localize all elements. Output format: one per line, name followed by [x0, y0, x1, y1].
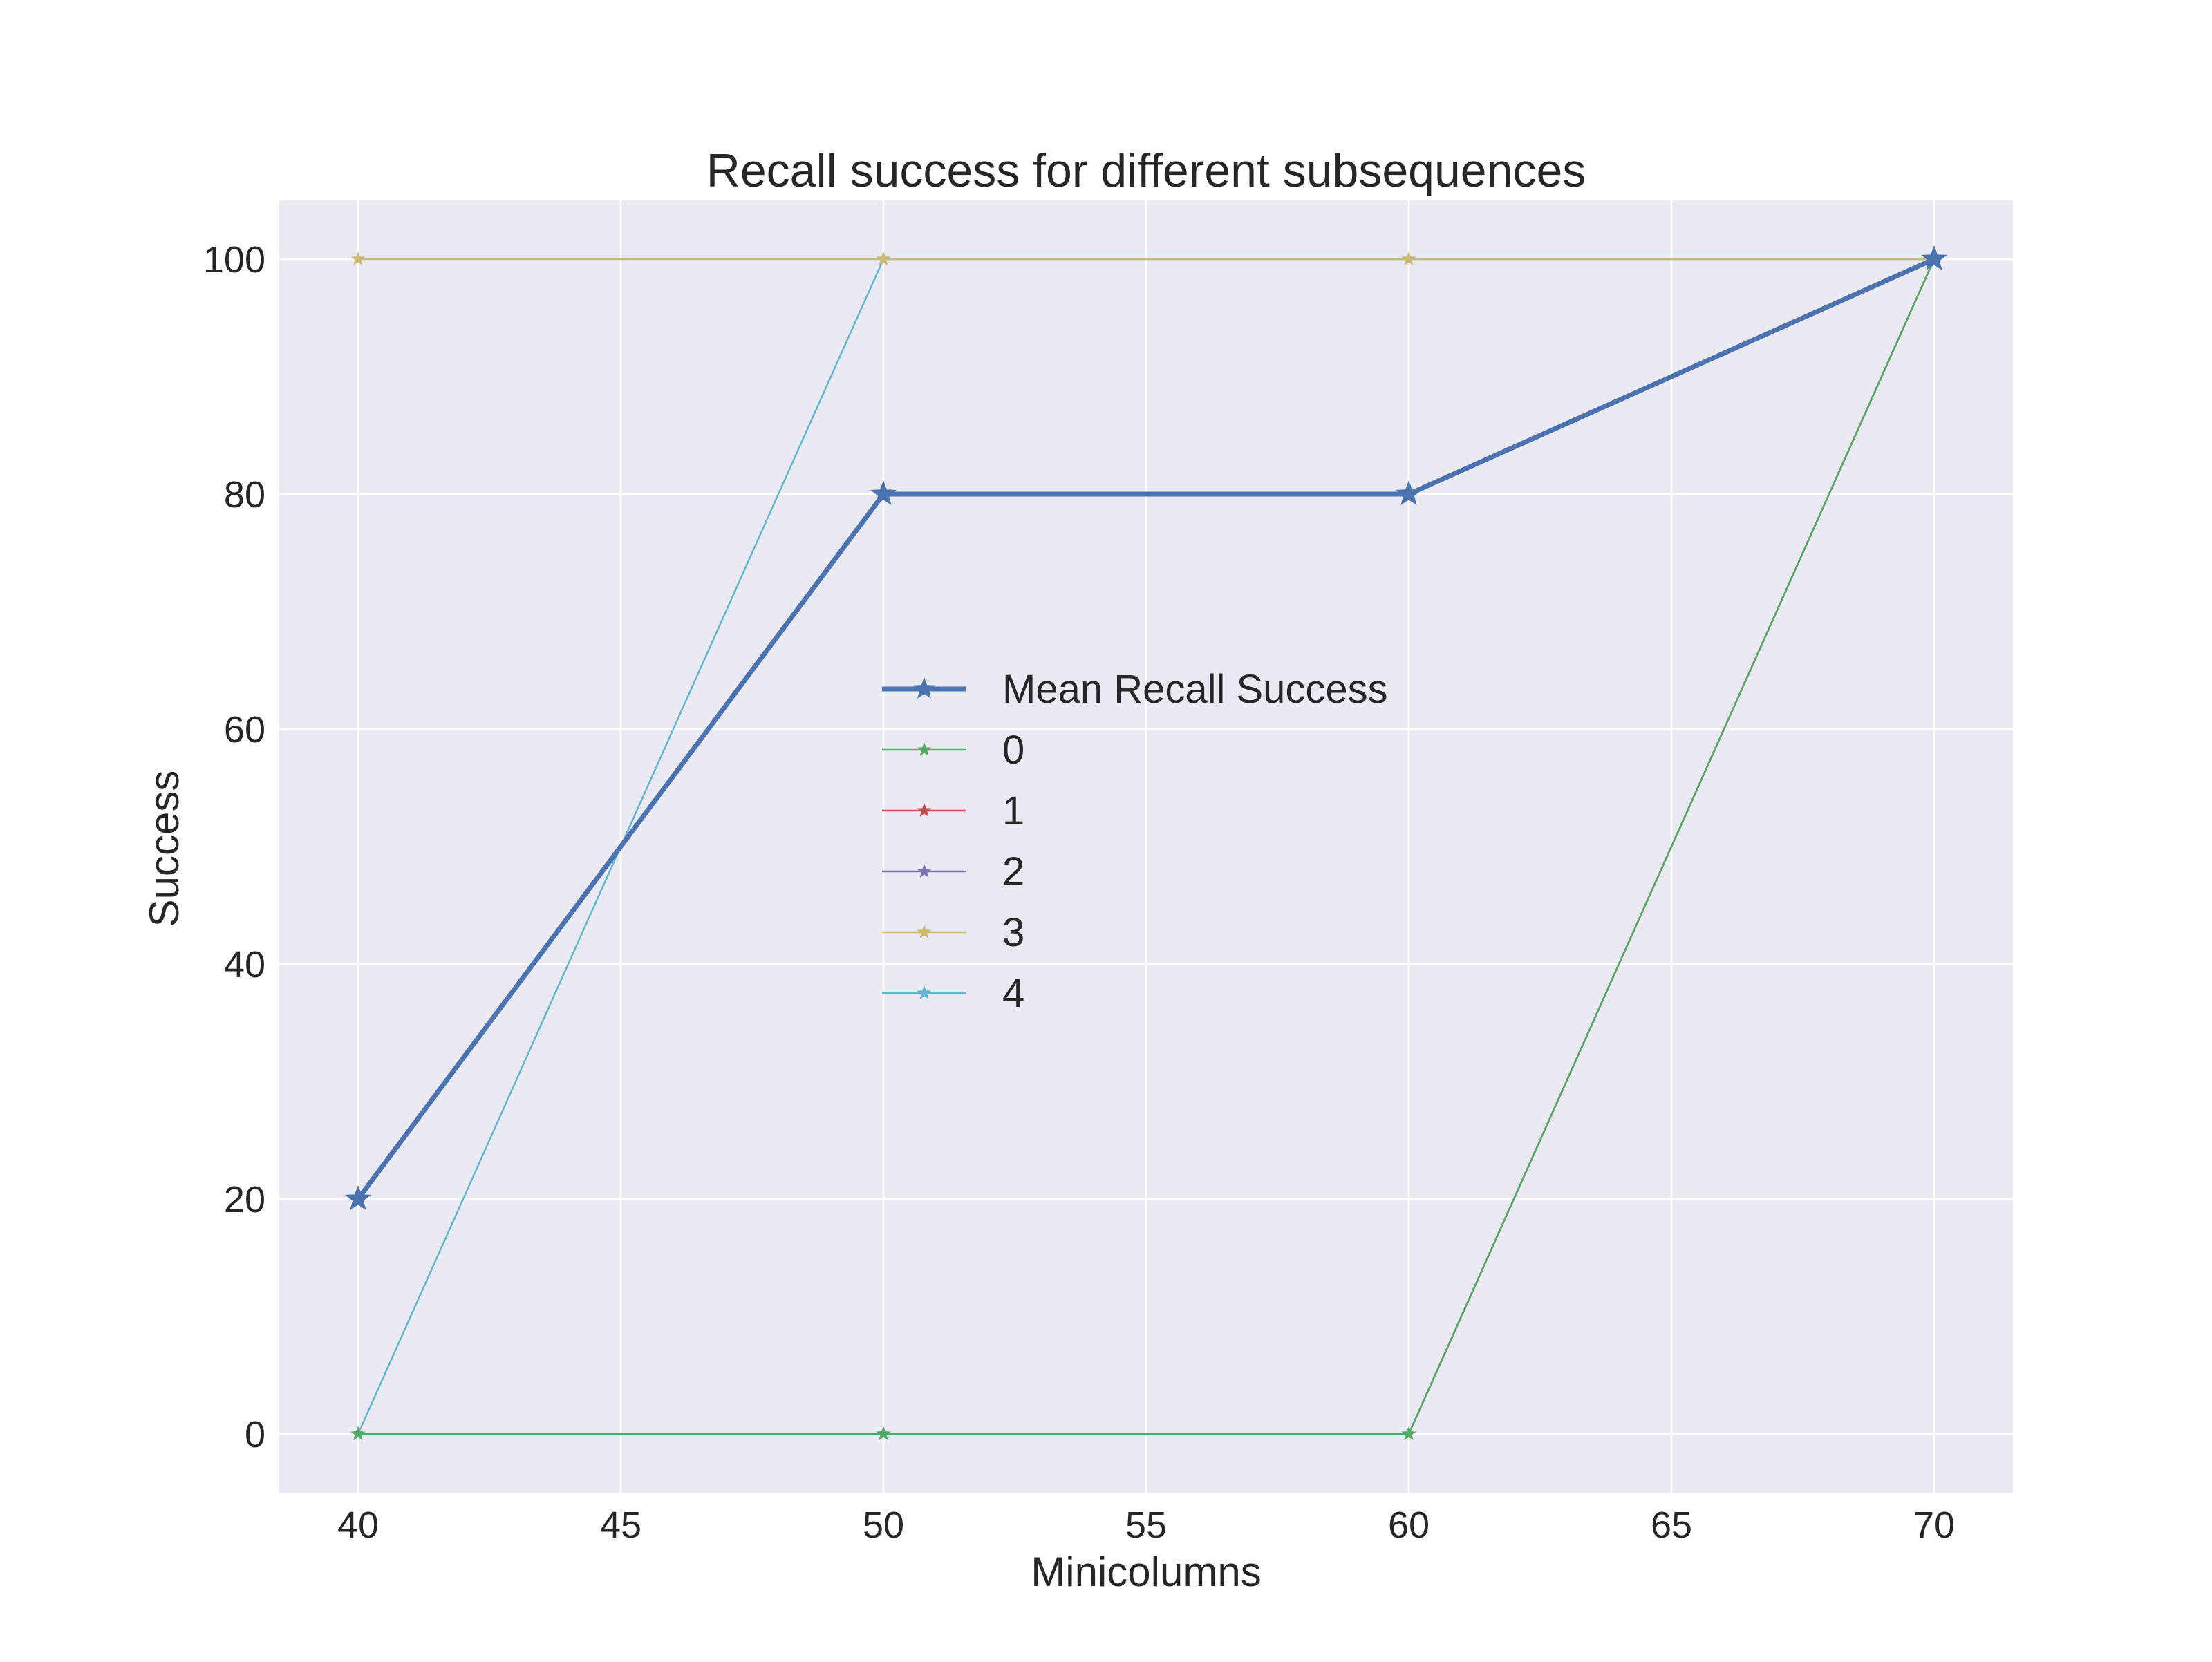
data-point — [1396, 480, 1422, 506]
legend-swatch-marker — [917, 864, 932, 878]
series-line — [356, 256, 1936, 1201]
series-line — [358, 258, 1936, 1435]
y-tick-label: 40 — [224, 944, 265, 985]
data-point — [876, 1426, 891, 1440]
legend-swatch-marker — [917, 925, 932, 938]
data-point — [350, 1426, 366, 1440]
legend-entry: 0 — [882, 728, 1024, 773]
legend: Mean Recall Success 0 1 2 3 4 — [882, 667, 1388, 1016]
data-point — [1401, 252, 1416, 265]
x-tick-label: 40 — [337, 1504, 379, 1546]
x-tick-label: 70 — [1913, 1504, 1955, 1546]
legend-label: 0 — [1002, 728, 1024, 773]
x-axis-label: Minicolumns — [1031, 1549, 1261, 1595]
legend-label: Mean Recall Success — [1002, 667, 1388, 712]
legend-entry: Mean Recall Success — [882, 667, 1388, 712]
legend-label: 2 — [1002, 849, 1024, 894]
chart-title: Recall success for different subsequence… — [706, 144, 1586, 197]
data-point — [350, 252, 366, 265]
data-point — [345, 1185, 371, 1211]
y-tick-label: 0 — [245, 1414, 265, 1455]
series-layer — [345, 245, 1947, 1440]
legend-swatch-marker — [917, 803, 932, 817]
legend-swatch-marker — [912, 677, 936, 699]
y-tick-label: 80 — [224, 474, 265, 516]
legend-entry: 2 — [882, 849, 1024, 894]
x-tick-label: 55 — [1125, 1504, 1167, 1546]
legend-label: 1 — [1002, 788, 1024, 833]
y-tick-label: 100 — [203, 239, 265, 281]
x-tick-label: 60 — [1388, 1504, 1430, 1546]
y-axis-label: Success — [141, 771, 187, 927]
series-mean-recall-success — [345, 245, 1947, 1211]
legend-swatch-marker — [917, 742, 932, 756]
data-point — [1921, 245, 1947, 271]
x-tick-label: 45 — [600, 1504, 641, 1546]
legend-entry: 4 — [882, 971, 1024, 1016]
data-point — [870, 480, 897, 506]
legend-entry: 1 — [882, 788, 1024, 833]
x-tick-label: 50 — [863, 1504, 904, 1546]
legend-label: 3 — [1002, 910, 1024, 955]
data-point — [1401, 1426, 1416, 1440]
legend-entry: 3 — [882, 910, 1024, 955]
y-tick-label: 60 — [224, 709, 265, 750]
legend-swatch-marker — [917, 985, 932, 999]
x-tick-label: 65 — [1651, 1504, 1692, 1546]
y-tick-label: 20 — [224, 1179, 265, 1220]
legend-label: 4 — [1002, 971, 1024, 1016]
data-point — [876, 252, 891, 265]
